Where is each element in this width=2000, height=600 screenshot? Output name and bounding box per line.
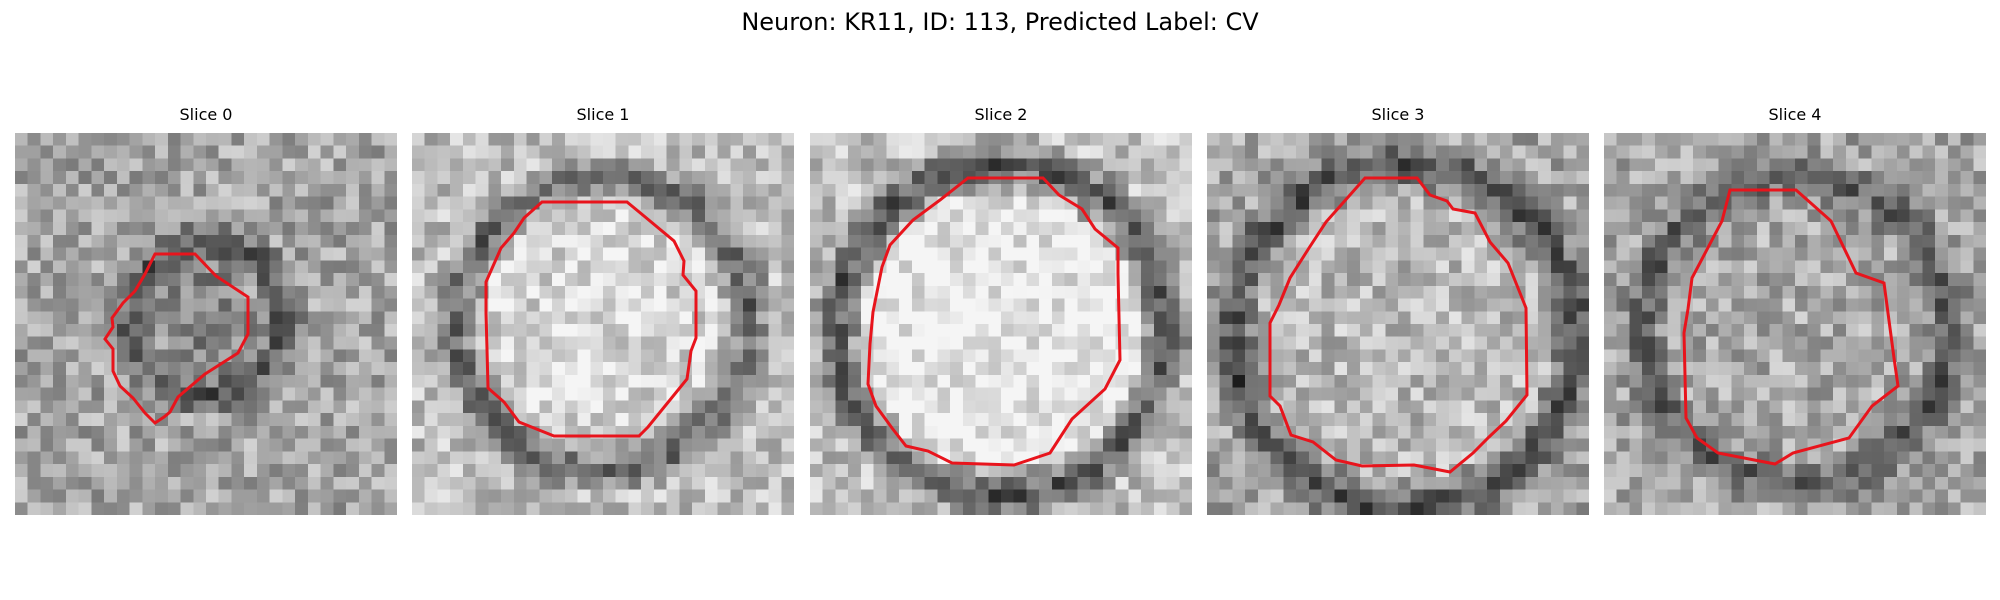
roi-polygon	[1682, 188, 1900, 466]
slice-panel-4: Slice 4	[1604, 105, 1986, 515]
roi-contour	[1268, 176, 1529, 474]
slice-panel-2: Slice 2	[810, 105, 1192, 515]
microscopy-image	[810, 133, 1192, 515]
roi-contour	[103, 252, 250, 425]
slice-image	[15, 133, 397, 515]
roi-polygon	[484, 200, 698, 438]
slice-image	[412, 133, 794, 515]
microscopy-image	[15, 133, 397, 515]
roi-contour	[866, 176, 1122, 467]
roi-contour	[484, 200, 698, 438]
slice-panel-3: Slice 3	[1207, 105, 1589, 515]
roi-polygon	[103, 252, 250, 425]
roi-polygon	[1268, 176, 1529, 474]
figure-title: Neuron: KR11, ID: 113, Predicted Label: …	[741, 8, 1259, 36]
slice-title: Slice 2	[974, 105, 1028, 124]
slice-title: Slice 4	[1768, 105, 1822, 124]
roi-contour	[1682, 188, 1900, 466]
slice-title: Slice 0	[179, 105, 233, 124]
slice-image	[810, 133, 1192, 515]
slice-title: Slice 1	[576, 105, 630, 124]
slice-image	[1207, 133, 1589, 515]
slice-title: Slice 3	[1371, 105, 1425, 124]
roi-polygon	[866, 176, 1122, 467]
slice-panel-0: Slice 0	[15, 105, 397, 515]
microscopy-image	[412, 133, 794, 515]
slice-panel-1: Slice 1	[412, 105, 794, 515]
slice-image	[1604, 133, 1986, 515]
